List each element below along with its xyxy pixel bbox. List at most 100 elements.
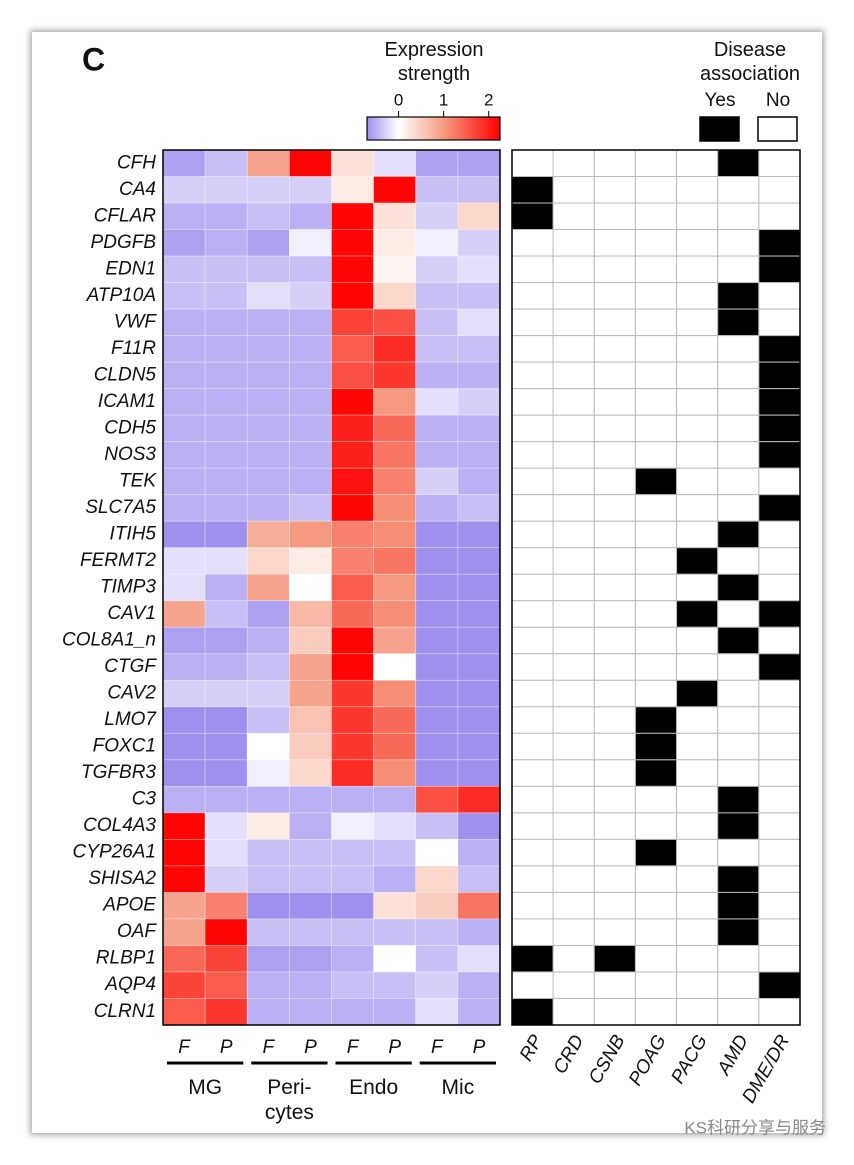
disease-cell [717,467,760,496]
heat-cell [415,441,459,469]
heat-cell [331,467,375,496]
heat-cell [331,838,375,867]
heat-cell [415,838,459,867]
disease-cell [634,494,678,522]
disease-cell [593,282,636,310]
heat-cell [204,176,248,204]
disease-label: PACG [667,1032,711,1088]
disease-cell [511,944,554,973]
heat-cell [162,679,206,708]
disease-cell [676,520,719,549]
heat-cell [288,547,332,575]
heat-cell [331,335,375,363]
disease-cell [758,494,801,522]
heat-cell [246,626,290,655]
disease-cell [634,891,678,920]
heat-cell [373,176,417,204]
column-label: F [178,1037,191,1058]
heat-cell [457,679,501,708]
disease-cell [593,520,636,549]
disease-cell [676,361,719,390]
heat-cell [415,971,459,999]
heat-cell [288,335,332,363]
disease-cell [593,414,636,443]
heat-cell [373,547,417,575]
disease-cell [758,335,801,363]
disease-cell [511,414,554,443]
heat-cell [204,520,248,549]
disease-cell [758,547,801,575]
disease-cell [511,149,554,178]
row-label: OAF [117,921,157,942]
heat-cell [162,812,206,840]
heat-cell [415,785,459,814]
disease-cell [634,361,678,390]
heat-cell [457,865,501,893]
disease-cell [758,414,801,443]
disease-cell [758,679,801,708]
heat-cell [246,202,290,230]
heat-cell [331,759,375,787]
legend-label: No [766,90,790,111]
heat-cell [246,838,290,867]
disease-cell [758,520,801,549]
heat-cell [415,998,459,1026]
disease-label: POAG [625,1032,671,1090]
heat-cell [457,255,501,283]
disease-cell [593,971,636,999]
heat-cell [373,467,417,496]
heat-cell [204,282,248,310]
disease-cell [511,573,554,602]
disease-cell [634,865,678,893]
disease-cell [758,865,801,893]
disease-cell [552,414,595,443]
watermark: KS科研分享与服务 [684,1118,826,1137]
heat-cell [162,149,206,177]
heat-cell [204,918,248,946]
heat-cell [331,308,375,337]
disease-cell [593,865,636,893]
disease-cell [552,759,595,787]
column-label: F [347,1037,360,1058]
disease-cell [758,176,801,204]
heat-cell [204,547,248,575]
disease-cell [593,361,636,390]
row-label: SLC7A5 [85,497,156,518]
heat-cell [288,838,332,867]
disease-cell [717,944,760,973]
disease-cell [552,971,595,999]
heat-cell [204,812,248,840]
disease-cell [634,176,678,204]
disease-cell [593,891,636,920]
disease-cell [511,759,554,787]
heat-cell [288,361,332,390]
heat-cell [204,998,248,1026]
heat-cell [288,229,332,257]
disease-cell [593,997,636,1026]
disease-cell [676,653,719,681]
heat-cell [415,176,459,204]
disease-cell [552,944,595,973]
heat-cell [288,706,332,734]
heat-cell [373,679,417,708]
disease-cell [552,865,595,893]
heat-cell [204,732,248,761]
heat-cell [288,998,332,1026]
heat-cell [415,679,459,708]
heat-cell [204,785,248,814]
row-label: LMO7 [104,709,157,730]
heat-cell [373,520,417,549]
row-label: CAV1 [107,603,156,624]
disease-cell [717,388,760,416]
disease-cell [593,573,636,602]
disease-cell [552,149,595,178]
disease-cell [676,706,719,734]
heat-cell [415,732,459,761]
row-label: TIMP3 [100,577,156,598]
heat-cell [288,626,332,655]
heat-cell [204,255,248,283]
disease-cell [511,838,554,867]
disease-cell [676,282,719,310]
row-label: CA4 [119,179,156,200]
